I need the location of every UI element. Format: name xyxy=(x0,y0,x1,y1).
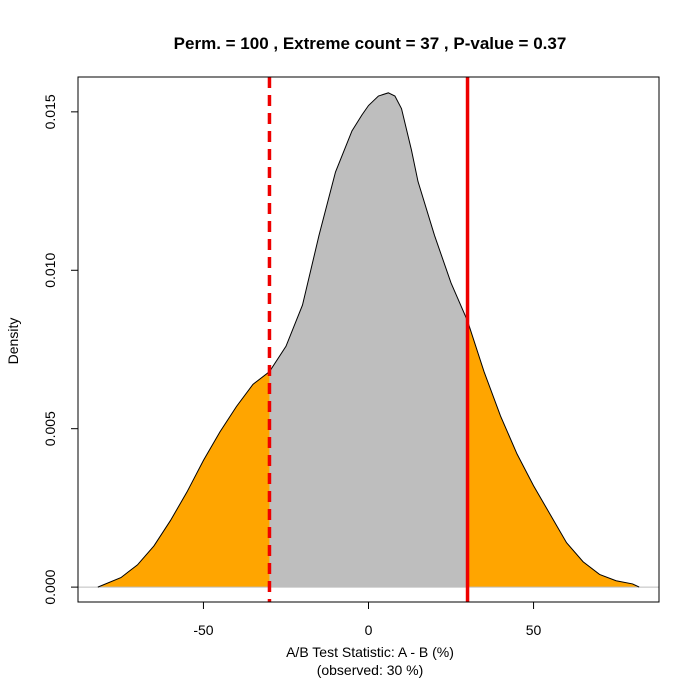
plot-area xyxy=(78,77,659,602)
right-tail-region xyxy=(467,320,640,588)
x-tick-label: 0 xyxy=(365,622,373,638)
x-axis-label: A/B Test Statistic: A - B (%) xyxy=(286,644,454,660)
center-region xyxy=(269,92,468,588)
chart-title: Perm. = 100 , Extreme count = 37 , P-val… xyxy=(174,34,567,53)
left-tail-region xyxy=(97,371,270,588)
density-curve xyxy=(97,92,640,588)
y-axis: 0.000 0.005 0.010 0.015 xyxy=(42,94,79,605)
y-tick-label: 0.005 xyxy=(42,411,58,446)
y-axis-label: Density xyxy=(5,318,21,365)
x-tick-label: 50 xyxy=(526,622,542,638)
y-tick-label: 0.010 xyxy=(42,253,58,288)
y-tick-label: 0.000 xyxy=(42,569,58,604)
x-axis: -50 0 50 xyxy=(193,601,542,638)
x-axis-sublabel: (observed: 30 %) xyxy=(317,662,424,678)
y-tick-label: 0.015 xyxy=(42,94,58,129)
x-tick-label: -50 xyxy=(193,622,213,638)
